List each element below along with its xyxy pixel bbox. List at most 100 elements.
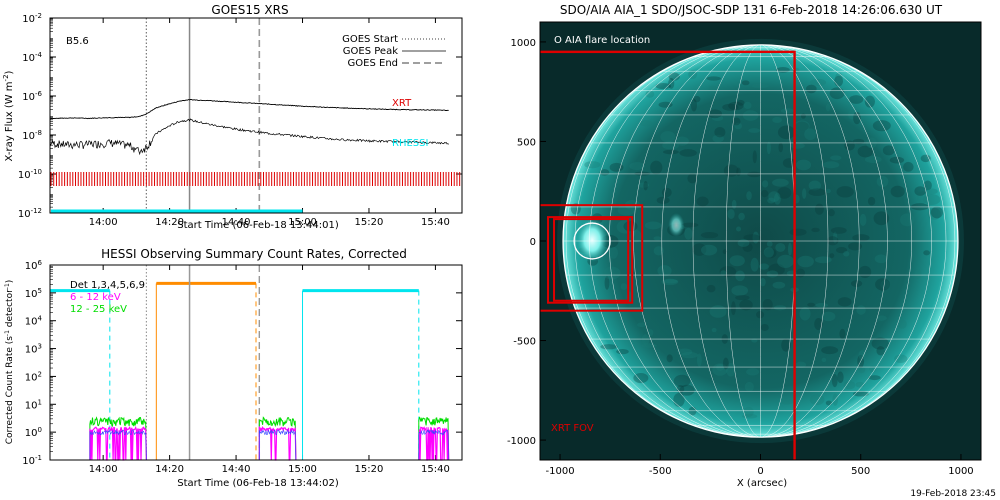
hessi-high-energy-line [89, 416, 147, 461]
flare-brightening [576, 218, 609, 263]
sun-texture-spot [777, 187, 792, 199]
sun-texture-spot [923, 250, 931, 256]
sun-texture-spot [734, 122, 743, 130]
sun-texture-spot [843, 250, 850, 257]
sun-texture-spot [616, 219, 634, 234]
hessi-detector-line [418, 429, 449, 461]
sun-texture-spot [874, 254, 888, 264]
sun-texture-spot [752, 231, 760, 244]
sun-texture-spot [714, 127, 726, 138]
sun-texture-spot [687, 173, 698, 184]
sun-texture-spot [731, 285, 749, 296]
hessi-y-tick-label: 100 [25, 426, 42, 439]
goes-y-tick-label: 10-10 [18, 168, 42, 181]
aia-y-tick-label: -1000 [507, 436, 536, 447]
hessi-y-tick-base: 10 [25, 261, 38, 272]
sun-texture-spot [858, 366, 866, 374]
sun-longitude-line [565, 44, 761, 438]
sun-texture-spot [773, 192, 781, 205]
sun-texture-spot [677, 348, 693, 356]
sun-texture-spot [663, 279, 678, 284]
sun-texture-spot [852, 391, 869, 397]
sun-texture-spot [873, 345, 882, 354]
goes-y-tick-exp: -6 [35, 90, 43, 98]
sun-texture-spot [800, 113, 806, 119]
sun-texture-spot [889, 156, 905, 164]
sun-texture-spot [741, 80, 750, 86]
sun-texture-spot [796, 159, 812, 171]
sun-texture-spot [742, 110, 759, 121]
sun-texture-spot [655, 83, 672, 90]
sun-texture-spot [814, 318, 823, 331]
sun-texture-spot [720, 270, 727, 276]
goes-y-tick-base: 10 [22, 14, 35, 25]
hessi-y-axis-label-mid: detector [5, 289, 15, 330]
goes-x-tick-label: 15:20 [355, 217, 384, 228]
sun-texture-spot [762, 298, 773, 311]
sun-texture-spot [778, 142, 784, 153]
sun-texture-spot [722, 249, 727, 255]
aia-y-tick-label: -500 [513, 337, 536, 348]
goes-annotation: B5.6 [66, 36, 89, 47]
sun-texture-spot [852, 138, 865, 145]
hessi-y-tick-base: 10 [22, 456, 35, 467]
sun-texture-spot [802, 188, 807, 199]
sun-texture-spot [696, 353, 702, 367]
sun-texture-spot [616, 348, 629, 355]
sun-texture-spot [658, 101, 673, 108]
hessi-y-tick-base: 10 [25, 289, 38, 300]
sun-longitude-line [760, 44, 932, 438]
sun-texture-spot [746, 191, 752, 201]
sun-texture-spot [857, 145, 874, 158]
sun-texture-spot [639, 120, 653, 127]
goes-panel: GOES15 XRS 14:00 14:20 14:40 15:00 15:20 15:4… [2, 3, 463, 231]
sun-texture-spot [871, 337, 889, 350]
sun-texture-spot [735, 295, 750, 301]
sun-texture-spot [876, 346, 885, 356]
sun-longitude-line [760, 44, 956, 438]
sun-texture-spot [924, 188, 938, 195]
goes-y-tick-base: 10 [22, 92, 35, 103]
sun-texture-spot [777, 254, 794, 268]
sun-texture-spot [645, 90, 655, 98]
active-region-brightening [668, 213, 685, 238]
sun-texture-spot [760, 189, 769, 198]
hessi-x-tick-label: 14:20 [155, 464, 184, 475]
aia-y-tick-label: 500 [517, 137, 536, 148]
sun-texture-spot [920, 154, 931, 163]
hessi-y-tick-label: 101 [25, 398, 42, 411]
sun-texture-spot [814, 203, 824, 215]
hessi-legend-low-energy: 6 - 12 keV [70, 292, 121, 303]
sun-texture-spot [743, 234, 761, 242]
sun-texture-spot [668, 77, 675, 89]
hessi-y-tick-label: 104 [25, 315, 43, 328]
sun-texture-spot [722, 357, 729, 370]
sun-texture-spot [707, 109, 723, 119]
sun-texture-spot [797, 255, 814, 268]
goes-y-tick-base: 10 [22, 131, 35, 142]
sun-texture-spot [750, 257, 759, 272]
sun-texture-spot [848, 242, 863, 251]
sun-texture-spot [772, 116, 783, 123]
sun-longitude-line [692, 44, 761, 438]
aia-x-tick-label: -1000 [546, 466, 575, 477]
sun-texture-spot [894, 354, 908, 364]
goes-plot-frame [49, 17, 463, 214]
sun-texture-spot [657, 265, 672, 277]
sun-texture-spot [722, 103, 739, 111]
sun-texture-spot [759, 277, 766, 287]
sun-texture-spot [692, 243, 707, 256]
xrt-sub-fov-box [547, 216, 634, 304]
sun-texture-spot [742, 413, 758, 419]
sun-texture-spot [763, 247, 774, 258]
sun-texture-spot [653, 236, 662, 241]
sun-texture-spot [790, 142, 805, 149]
goes-y-axis-label: X-ray Flux (W m-2) [2, 70, 15, 161]
sun-texture-spot [673, 374, 691, 388]
hessi-x-tick-label: 15:20 [355, 464, 384, 475]
sun-texture-spot [673, 393, 685, 407]
sun-texture-spot [834, 72, 843, 84]
sun-texture-spot [700, 244, 718, 256]
sun-texture-spot [731, 199, 737, 209]
sun-texture-spot [864, 95, 875, 108]
